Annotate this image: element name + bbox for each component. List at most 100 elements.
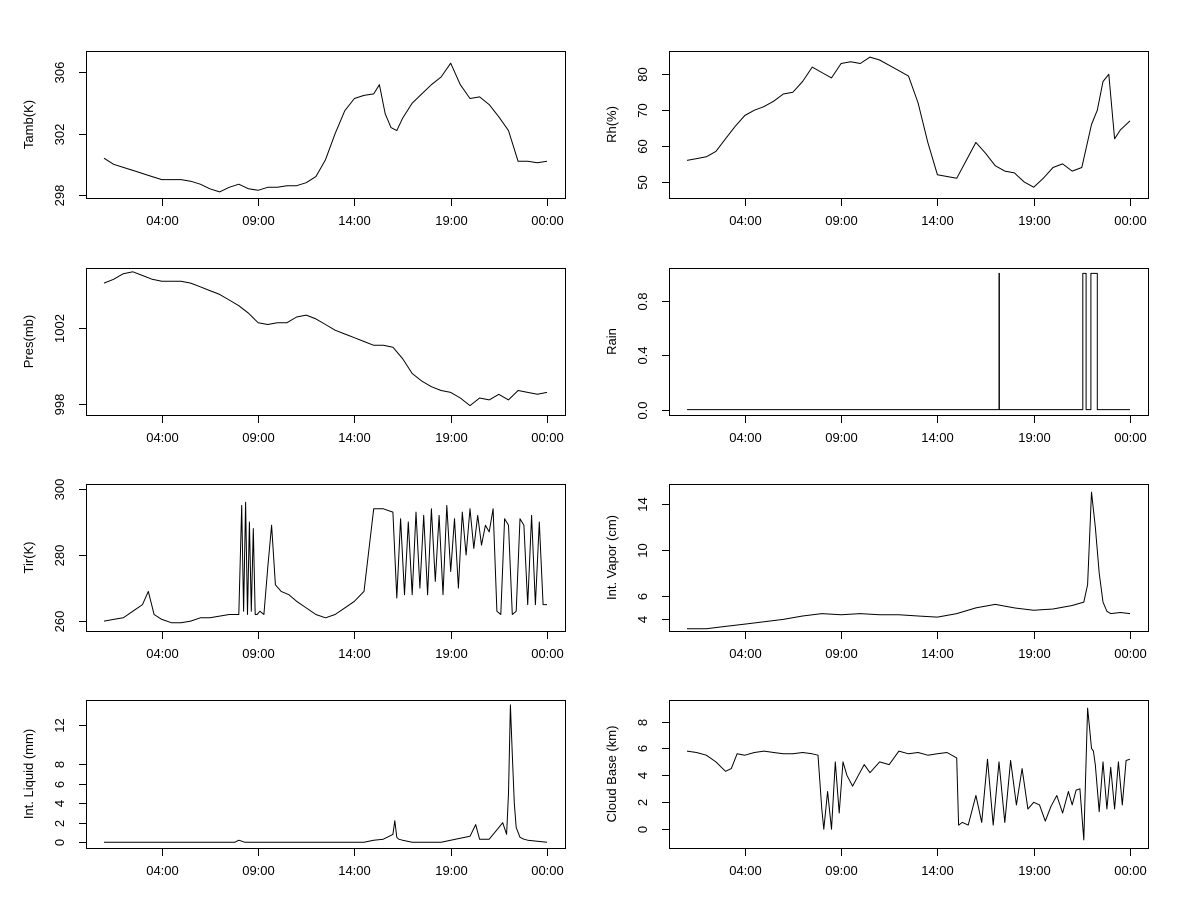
x-tick-label: 00:00	[1114, 646, 1147, 661]
x-tick-label: 04:00	[146, 863, 179, 878]
x-tick-label: 19:00	[435, 213, 468, 228]
chart-liquid: 04:00 09:00 14:00 19:00 00:00 0 2 4 6 8 12 Int. Liq…	[21, 700, 566, 878]
y-tick-label: 2	[635, 799, 650, 806]
x-tick-label: 04:00	[729, 646, 762, 661]
x-tick-label: 09:00	[242, 430, 275, 445]
data-line-tir	[103, 501, 547, 624]
y-tick-label: 6	[52, 781, 67, 788]
x-tick-label: 00:00	[531, 430, 564, 445]
x-tick-label: 14:00	[921, 863, 954, 878]
data-line-vapor	[687, 491, 1131, 630]
x-tick-label: 14:00	[921, 213, 954, 228]
y-tick-label: 60	[635, 139, 650, 153]
x-tick-label: 00:00	[1114, 863, 1147, 878]
y-tick-label: 260	[52, 611, 67, 633]
x-tick-label: 09:00	[825, 863, 858, 878]
y-tick-label: 4	[635, 616, 650, 623]
data-line-rain	[687, 272, 1130, 411]
data-line-pres	[103, 271, 548, 407]
data-line-tamb	[103, 62, 548, 193]
chart-pres: 04:00 09:00 14:00 19:00 00:00 998 1002 Pres(mb)	[21, 268, 566, 445]
y-tick-label: 0.0	[635, 401, 650, 419]
x-tick-label: 19:00	[1018, 430, 1051, 445]
y-axis-title: Rain	[604, 328, 619, 355]
y-tick-label: 80	[635, 67, 650, 81]
x-tick-label: 09:00	[242, 863, 275, 878]
plot-frame	[86, 268, 566, 416]
x-tick-label: 19:00	[1018, 213, 1051, 228]
x-tick-label: 19:00	[435, 430, 468, 445]
y-tick-label: 10	[635, 543, 650, 557]
chart-tir: 04:00 09:00 14:00 19:00 00:00 260 280 300 Tir(K)	[21, 479, 566, 661]
x-tick-label: 09:00	[825, 430, 858, 445]
y-tick-label: 14	[635, 497, 650, 511]
y-tick-label: 12	[52, 718, 67, 732]
x-tick-label: 19:00	[435, 863, 468, 878]
x-tick-label: 19:00	[1018, 863, 1051, 878]
plot-frame	[86, 484, 566, 632]
y-tick-label: 50	[635, 175, 650, 189]
y-tick-label: 302	[52, 124, 67, 146]
y-axis-title: Int. Vapor (cm)	[604, 515, 619, 600]
chart-rain: 04:00 09:00 14:00 19:00 00:00 0.0 0.4 0.8 Rain	[604, 268, 1149, 445]
y-tick-label: 298	[52, 185, 67, 207]
y-axis-title: Cloud Base (km)	[604, 726, 619, 823]
x-tick-label: 04:00	[146, 430, 179, 445]
data-line-liquid	[104, 704, 548, 843]
y-tick-label: 306	[52, 62, 67, 84]
y-tick-label: 6	[635, 745, 650, 752]
plot-frame	[86, 51, 566, 199]
x-tick-label: 09:00	[242, 213, 275, 228]
y-tick-label: 6	[635, 593, 650, 600]
y-tick-label: 998	[52, 394, 67, 416]
chart-rh: 04:00 09:00 14:00 19:00 00:00 50 60 70 80 Rh(%)	[604, 51, 1149, 228]
y-tick-label: 2	[52, 820, 67, 827]
y-axis-title: Pres(mb)	[21, 315, 36, 368]
x-tick-label: 14:00	[921, 430, 954, 445]
x-tick-label: 19:00	[435, 646, 468, 661]
plot-frame	[669, 268, 1149, 416]
data-line-rh	[686, 56, 1131, 188]
y-tick-label: 0	[52, 839, 67, 846]
x-tick-label: 14:00	[921, 646, 954, 661]
x-tick-label: 00:00	[531, 646, 564, 661]
x-tick-label: 00:00	[1114, 213, 1147, 228]
y-axis-title: Rh(%)	[604, 106, 619, 143]
y-tick-label: 0.4	[635, 346, 650, 364]
x-tick-label: 00:00	[531, 213, 564, 228]
x-tick-label: 00:00	[1114, 430, 1147, 445]
x-tick-label: 09:00	[825, 213, 858, 228]
y-axis-title: Int. Liquid (mm)	[21, 729, 36, 819]
plot-frame	[669, 51, 1149, 199]
y-tick-label: 4	[635, 772, 650, 779]
y-tick-label: 1002	[52, 314, 67, 343]
y-tick-label: 4	[52, 800, 67, 807]
chart-vapor: 04:00 09:00 14:00 19:00 00:00 4 6 10 14 Int. Vapo…	[604, 484, 1149, 661]
plot-frame	[669, 484, 1149, 632]
x-tick-label: 14:00	[338, 863, 371, 878]
x-tick-label: 09:00	[825, 646, 858, 661]
x-tick-label: 04:00	[146, 646, 179, 661]
y-tick-label: 280	[52, 545, 67, 567]
x-tick-label: 19:00	[1018, 646, 1051, 661]
y-tick-label: 0.8	[635, 292, 650, 310]
y-tick-label: 300	[52, 479, 67, 501]
x-tick-label: 04:00	[146, 213, 179, 228]
x-tick-label: 14:00	[338, 213, 371, 228]
x-tick-label: 14:00	[338, 430, 371, 445]
chart-cloudbase: 04:00 09:00 14:00 19:00 00:00 0 2 4 6 8 Cloud Base…	[604, 700, 1149, 878]
y-tick-label: 0	[635, 826, 650, 833]
x-tick-label: 09:00	[242, 646, 275, 661]
y-tick-label: 70	[635, 103, 650, 117]
x-tick-label: 04:00	[729, 213, 762, 228]
chart-tamb: 04:00 09:00 14:00 19:00 00:00 298 302 306 Tamb(K…	[21, 51, 566, 228]
y-tick-label: 8	[635, 719, 650, 726]
y-axis-title: Tamb(K)	[21, 100, 36, 149]
x-tick-label: 04:00	[729, 863, 762, 878]
x-tick-label: 00:00	[531, 863, 564, 878]
x-tick-label: 14:00	[338, 646, 371, 661]
plot-frame	[86, 700, 566, 849]
y-tick-label: 8	[52, 761, 67, 768]
plot-frame	[669, 700, 1149, 849]
